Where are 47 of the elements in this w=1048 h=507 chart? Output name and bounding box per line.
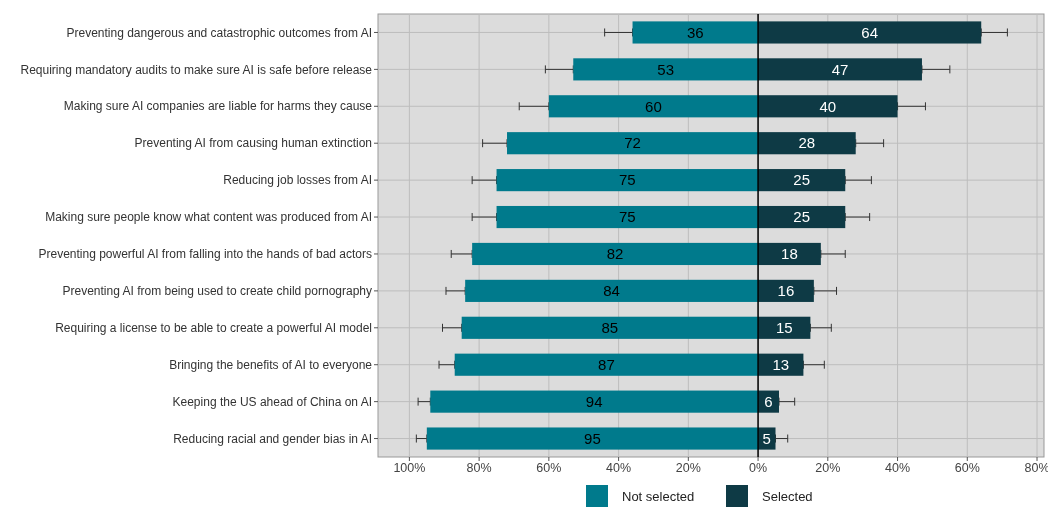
data-label: 72 [624,134,641,152]
data-label: 5 [762,429,771,447]
y-tick-label: Making sure people know what content was produced from AI [45,210,372,225]
x-tick-label: 40% [885,461,911,475]
y-tick-label: Reducing job losses from AI [223,173,372,188]
data-label: 75 [618,208,636,226]
x-tick-label: 40% [606,461,632,475]
data-label: 28 [798,134,816,152]
data-label: 64 [861,23,878,41]
y-tick-label: Keeping the US ahead of China on AI [172,394,372,409]
y-tick-label: Preventing AI from being used to create child pornography [62,284,372,299]
data-label: 16 [777,282,795,300]
data-label: 25 [793,171,810,189]
y-tick-label: Reducing racial and gender bias in AI [173,431,372,446]
y-tick-label: Making sure AI companies are liable for harms they cause [63,99,373,114]
x-tick-label: 0% [749,461,768,475]
data-label: 82 [606,245,624,263]
data-label: 6 [764,392,773,410]
x-tick-label: 20% [815,461,841,475]
x-tick-label: 100% [393,461,426,475]
data-label: 18 [781,245,798,263]
data-label: 36 [686,23,704,41]
data-label: 87 [598,355,615,373]
data-label: 60 [645,97,662,115]
data-label: 94 [585,392,603,410]
data-label: 40 [819,97,837,115]
x-tick-label: 60% [954,461,980,475]
data-label: 15 [775,319,793,337]
y-tick-label: Preventing dangerous and catastrophic outcomes from AI [66,25,372,40]
legend-label: Not selected [622,488,695,504]
data-label: 85 [601,319,619,337]
y-tick-label: Preventing powerful AI from falling into the hands of bad actors [38,247,372,262]
x-tick-label: 60% [536,461,562,475]
data-label: 53 [657,60,675,78]
data-label: 25 [793,208,810,226]
data-label: 95 [584,429,601,447]
x-tick-label: 20% [675,461,701,475]
y-tick-label: Bringing the benefits of AI to everyone [169,357,373,372]
data-label: 13 [772,355,790,373]
data-label: 47 [831,60,849,78]
data-label: 75 [618,171,636,189]
y-tick-label: Preventing AI from causing human extinction [134,136,372,151]
y-tick-label: Requiring mandatory audits to make sure AI is safe before release [20,62,373,77]
data-label: 84 [603,282,620,300]
x-tick-label: 80% [466,461,492,475]
legend-label: Selected [762,488,813,504]
y-tick-label: Requiring a license to be able to create a powerful AI model [55,320,372,335]
